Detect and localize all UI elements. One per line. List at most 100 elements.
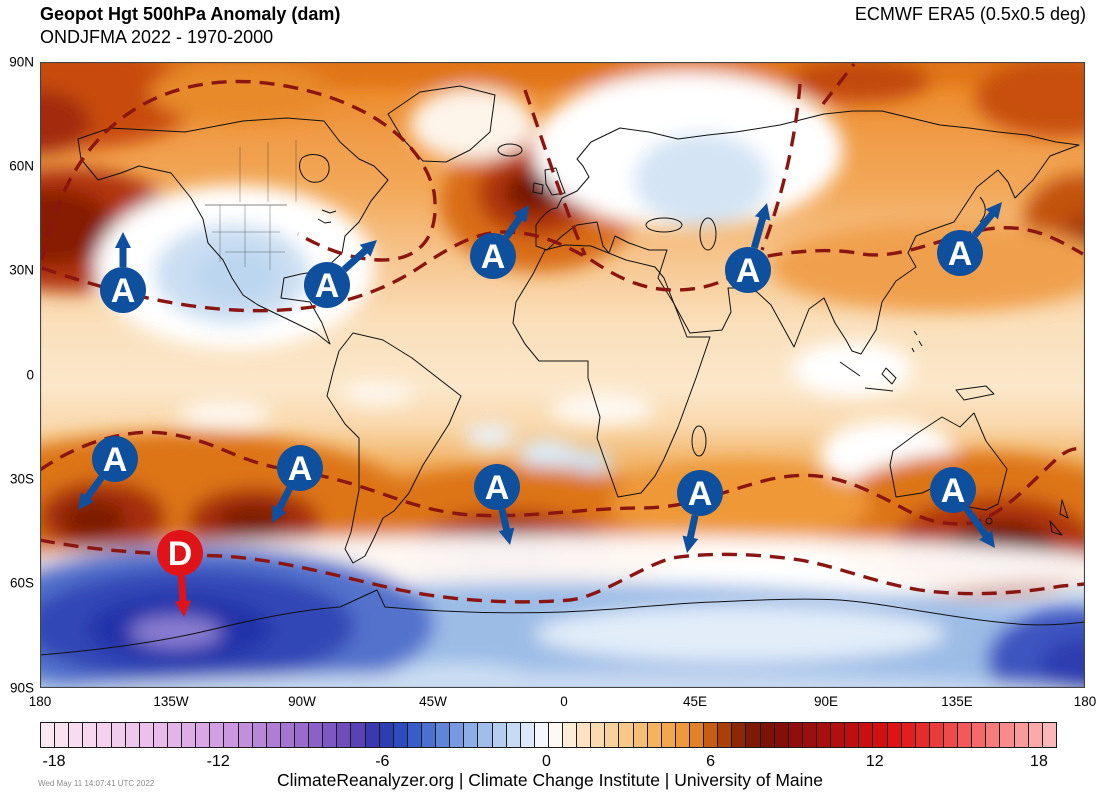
colorbar-cell	[365, 723, 380, 747]
colorbar-cell	[647, 723, 662, 747]
svg-text:A: A	[481, 238, 506, 276]
colorbar-cell	[436, 723, 451, 747]
anticyclone-marker: A	[78, 436, 138, 510]
colorbar-cell	[548, 723, 564, 747]
colorbar-tick-label: 18	[1030, 753, 1048, 770]
colorbar-cell	[746, 723, 761, 747]
colorbar-tick-label: 6	[706, 753, 716, 770]
svg-text:A: A	[315, 267, 340, 305]
lat-tick-label: 60N	[9, 158, 34, 174]
lat-tick-label: 90N	[9, 54, 34, 70]
colorbar-cell	[464, 723, 479, 747]
lat-tick-label: 30N	[9, 262, 34, 278]
colorbar-cell	[407, 723, 422, 747]
colorbar-cell	[506, 723, 521, 747]
anticyclone-marker: A	[725, 203, 771, 293]
colorbar-tick-label: -6	[375, 753, 390, 770]
colorbar-cell	[224, 723, 239, 747]
colorbar-cell	[788, 723, 803, 747]
colorbar-tick-label: 12	[865, 753, 884, 770]
colorbar-cell	[210, 723, 225, 747]
colorbar-cell	[55, 723, 70, 747]
colorbar-cell	[379, 723, 394, 747]
colorbar-cell	[887, 723, 902, 747]
colorbar-cell	[153, 723, 168, 747]
anticyclone-marker: A	[304, 240, 377, 308]
colorbar-cell	[125, 723, 140, 747]
world-map: A A A A A A A A A A D	[0, 45, 1100, 732]
svg-text:A: A	[941, 472, 966, 510]
colorbar-cell	[1014, 723, 1029, 747]
colorbar-cell	[873, 723, 888, 747]
page-subtitle: ONDJFMA 2022 - 1970-2000	[40, 27, 274, 47]
svg-text:A: A	[288, 450, 313, 488]
colorbar-cell	[915, 723, 930, 747]
coastlines	[39, 85, 1086, 656]
colorbar-cell	[309, 723, 324, 747]
colorbar-cell	[817, 723, 832, 747]
anticyclone-marker: A	[930, 467, 995, 548]
colorbar-cell	[661, 723, 676, 747]
anticyclone-marker: A	[937, 202, 1002, 276]
colorbar-cell	[760, 723, 775, 747]
colorbar-cell	[478, 723, 493, 747]
colorbar-cell	[831, 723, 846, 747]
dashed-contours	[39, 62, 1086, 604]
depression-marker: D	[157, 530, 203, 617]
data-source-label: ECMWF ERA5 (0.5x0.5 deg)	[854, 4, 1086, 24]
lon-tick-label: 90W	[288, 694, 316, 709]
colorbar-cell	[351, 723, 366, 747]
colorbar-cell	[718, 723, 733, 747]
svg-text:A: A	[103, 441, 128, 479]
lon-tick-label: 45W	[419, 694, 447, 709]
lat-tick-label: 30S	[9, 471, 34, 487]
colorbar-cell	[520, 723, 535, 747]
colorbar-cell	[859, 723, 874, 747]
svg-text:A: A	[111, 272, 136, 310]
colorbar-cell	[690, 723, 705, 747]
page-title: Geopot Hgt 500hPa Anomaly (dam)	[40, 4, 341, 24]
credit-line: ClimateReanalyzer.org | Climate Change I…	[277, 770, 823, 790]
colorbar-cell	[83, 723, 98, 747]
colorbar-cell	[929, 723, 944, 747]
colorbar-cell	[323, 723, 338, 747]
colorbar-tick-label: 0	[542, 753, 551, 770]
colorbar-cell	[1042, 723, 1056, 747]
anticyclone-marker: A	[100, 232, 146, 313]
colorbar-cell	[704, 723, 719, 747]
colorbar-cell	[294, 723, 310, 747]
lon-tick-label: 0	[560, 694, 568, 709]
colorbar-cell	[238, 723, 253, 747]
colorbar-cell	[732, 723, 747, 747]
svg-text:A: A	[688, 475, 713, 513]
colorbar-cell	[958, 723, 973, 747]
lat-tick-label: 0	[26, 367, 34, 383]
colorbar-cell	[944, 723, 959, 747]
colorbar-cell	[97, 723, 112, 747]
colorbar-cell	[986, 723, 1001, 747]
colorbar-cell	[675, 723, 691, 747]
colorbar-tick-label: -12	[206, 753, 230, 770]
colorbar-cell	[280, 723, 295, 747]
colorbar-cell	[774, 723, 789, 747]
colorbar-cell	[69, 723, 84, 747]
colorbar-cell	[111, 723, 126, 747]
lat-tick-label: 90S	[9, 680, 34, 696]
colorbar-cell	[139, 723, 154, 747]
colorbar-cell	[266, 723, 281, 747]
colorbar-tick-label: -18	[42, 753, 66, 770]
pressure-markers: A A A A A A A A A A D	[78, 202, 1002, 617]
colorbar-cell	[337, 723, 352, 747]
lon-tick-label: 135W	[153, 694, 189, 709]
colorbar-cell	[1028, 723, 1043, 747]
anticyclone-marker: A	[474, 464, 520, 545]
colorbar-cell	[633, 723, 648, 747]
colorbar-cell	[577, 723, 592, 747]
anticyclone-marker: A	[677, 470, 723, 553]
map-frame	[39, 61, 1086, 689]
colorbar	[40, 722, 1057, 748]
colorbar-cell	[421, 723, 437, 747]
lon-tick-label: 135E	[941, 694, 973, 709]
colorbar-cell	[534, 723, 549, 747]
